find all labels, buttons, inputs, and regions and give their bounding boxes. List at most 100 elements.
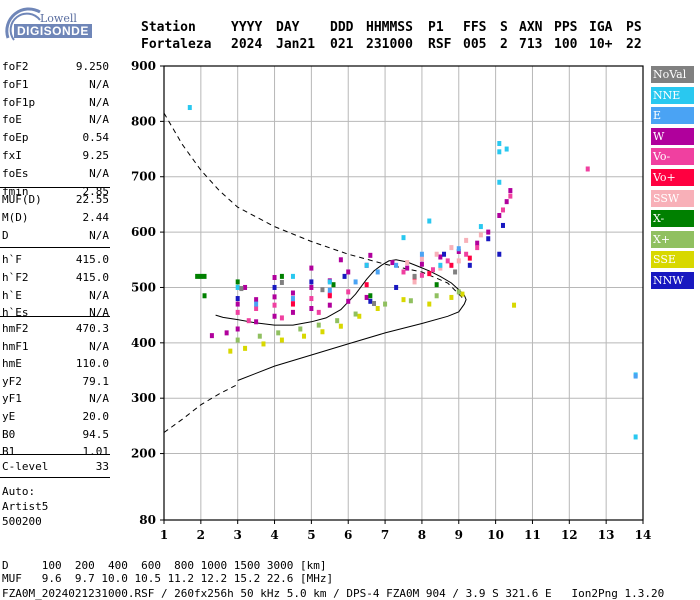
param-row: yF2 79.1 xyxy=(2,375,109,390)
echo-point-xminus xyxy=(202,293,207,299)
echo-point-xplus xyxy=(257,333,262,339)
echo-point-w xyxy=(309,284,314,290)
echo-point-sse xyxy=(228,348,233,354)
param-name: foEs xyxy=(2,166,29,180)
legend-item-w: W xyxy=(651,127,694,145)
header-value-7: 2 xyxy=(500,37,508,52)
param-row: hmF1 N/A xyxy=(2,340,109,355)
echo-point-sse xyxy=(375,306,380,312)
echo-point-sse xyxy=(279,337,284,343)
x-tick-label: 4 xyxy=(270,528,278,542)
echo-point-w xyxy=(272,294,277,300)
legend-item-xminus: X- xyxy=(651,210,694,228)
header-label-2: DAY xyxy=(276,20,300,35)
echo-point-noval xyxy=(239,286,244,292)
param-name: hmF1 xyxy=(2,339,29,353)
param-row: C-level 33 xyxy=(2,460,109,475)
header-value-5: RSF xyxy=(428,37,452,52)
echo-point-w xyxy=(364,294,369,300)
param-name: B0 xyxy=(2,427,16,441)
trace-dashed-lower xyxy=(163,383,238,433)
header-value-0: Fortaleza xyxy=(141,37,212,52)
echo-point-nnw xyxy=(272,284,277,290)
echo-point-xminus xyxy=(434,282,439,288)
echo-point-noval xyxy=(372,301,377,307)
param-separator xyxy=(0,477,110,478)
echo-point-ssw xyxy=(456,258,461,264)
param-row: M(D) 2.44 xyxy=(2,211,109,226)
echo-point-ssw xyxy=(434,251,439,257)
header-label-8: AXN xyxy=(519,20,543,35)
echo-point-w xyxy=(224,330,229,336)
param-row: h`F 415.0 xyxy=(2,253,109,268)
echo-point-sse xyxy=(449,294,454,300)
autoscale-line1: Auto: xyxy=(2,485,36,498)
header-value-4: 231000 xyxy=(366,37,413,52)
echo-point-vominus xyxy=(401,269,406,275)
param-value: N/A xyxy=(89,288,109,302)
param-separator xyxy=(0,247,110,248)
param-row: fxI 9.25 xyxy=(2,149,109,164)
param-name: h`E xyxy=(2,288,22,302)
echo-point-nne xyxy=(427,218,432,224)
y-tick-label: 300 xyxy=(131,391,156,405)
echo-point-sse xyxy=(243,345,248,351)
legend-item-sse: SSE xyxy=(651,251,694,269)
echo-point-voplus xyxy=(467,255,472,261)
x-tick-label: 3 xyxy=(234,528,242,542)
param-name: hmE xyxy=(2,357,22,371)
echo-point-w xyxy=(456,248,461,254)
echo-point-sse xyxy=(302,333,307,339)
echo-point-xplus xyxy=(456,289,461,295)
echo-point-vominus xyxy=(475,245,480,251)
echo-point-ssw xyxy=(449,245,454,251)
param-name: h`F xyxy=(2,253,22,266)
echo-point-ssw xyxy=(412,279,417,285)
param-row: yF1 N/A xyxy=(2,392,109,407)
header-label-4: HHMMSS xyxy=(366,20,413,35)
legend-item-voplus: Vo+ xyxy=(651,169,694,186)
y-tick-label: 700 xyxy=(131,170,156,184)
legend-item-nne: NNE xyxy=(651,86,694,104)
echo-point-w xyxy=(254,297,259,303)
param-row: foF2 9.250 xyxy=(2,60,109,75)
echo-point-e xyxy=(419,251,424,257)
autoscale-line2: Artist5 xyxy=(2,500,49,513)
param-value: N/A xyxy=(89,113,109,127)
echo-point-w xyxy=(346,269,351,275)
param-name: fxI xyxy=(2,149,22,162)
echo-point-ssw xyxy=(478,232,483,238)
y-tick-label: 800 xyxy=(131,114,156,128)
echo-point-vominus xyxy=(246,318,251,324)
echo-point-e xyxy=(254,301,259,307)
param-value: N/A xyxy=(89,95,109,109)
param-value: 415.0 xyxy=(75,270,109,284)
param-name: foEp xyxy=(2,131,29,145)
plot-frame xyxy=(163,65,644,521)
echo-point-vominus xyxy=(419,272,424,278)
echo-point-voplus xyxy=(364,282,369,288)
x-tick-label: 1 xyxy=(160,528,168,542)
echo-point-voplus xyxy=(290,301,295,307)
legend-item-e: E xyxy=(651,107,694,125)
x-tick-label: 9 xyxy=(455,528,463,542)
echo-point-xplus xyxy=(353,311,358,317)
echo-point-sse xyxy=(401,297,406,303)
y-tick-label: 200 xyxy=(131,447,156,461)
echo-point-ssw xyxy=(438,265,443,271)
header-value-2: Jan21 xyxy=(276,37,316,52)
echo-point-nnw xyxy=(368,298,373,304)
echo-point-vominus xyxy=(346,289,351,295)
legend-item-ssw: SSW xyxy=(651,189,694,207)
header-label-5: P1 xyxy=(428,20,444,35)
x-tick-label: 13 xyxy=(598,528,615,542)
y-tick-label: 80 xyxy=(139,513,156,527)
param-value: 110.0 xyxy=(75,357,109,371)
logo-arc-icon xyxy=(5,7,41,41)
echo-point-vominus xyxy=(272,302,277,308)
echo-point-w xyxy=(390,260,395,266)
x-tick-label: 12 xyxy=(561,528,578,542)
header-label-11: PS xyxy=(626,20,642,35)
param-name: D xyxy=(2,228,9,242)
echo-point-e xyxy=(290,296,295,302)
